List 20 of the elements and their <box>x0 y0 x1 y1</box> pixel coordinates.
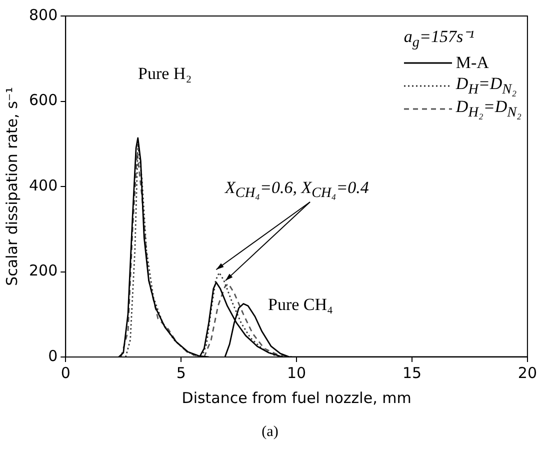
y-axis-title: Scalar dissipation rate, s⁻¹ <box>2 87 21 286</box>
x-tick-label: 15 <box>402 364 422 382</box>
y-tick-label: 600 <box>28 91 58 110</box>
annotation: X$_{CH₄}$=0.6, X$_{CH₄}$=0.4 <box>225 178 369 202</box>
x-tick-label: 20 <box>518 364 538 382</box>
x-tick-label: 0 <box>60 364 70 382</box>
annotation: Pure CH₄ <box>268 295 333 315</box>
legend-label: D$_{H}$=D$_{N₂}$ <box>456 74 517 98</box>
legend-label: M-A <box>456 52 489 73</box>
x-tick-label: 5 <box>176 364 186 382</box>
legend-label: D$_{H₂}$=D$_{N₂}$ <box>456 96 522 122</box>
text: (a) <box>260 424 280 441</box>
y-tick-label: 0 <box>48 346 58 365</box>
annotation: Pure H₂ <box>138 64 192 84</box>
x-axis-title: Distance from fuel nozzle, mm <box>182 388 412 407</box>
x-tick-label: 10 <box>286 364 306 382</box>
y-tick-label: 200 <box>28 262 58 280</box>
y-tick-label: 400 <box>28 176 58 194</box>
legend-title: a$_{g}$=157s⁻¹ <box>404 26 476 52</box>
y-tick-label: 800 <box>28 6 58 24</box>
